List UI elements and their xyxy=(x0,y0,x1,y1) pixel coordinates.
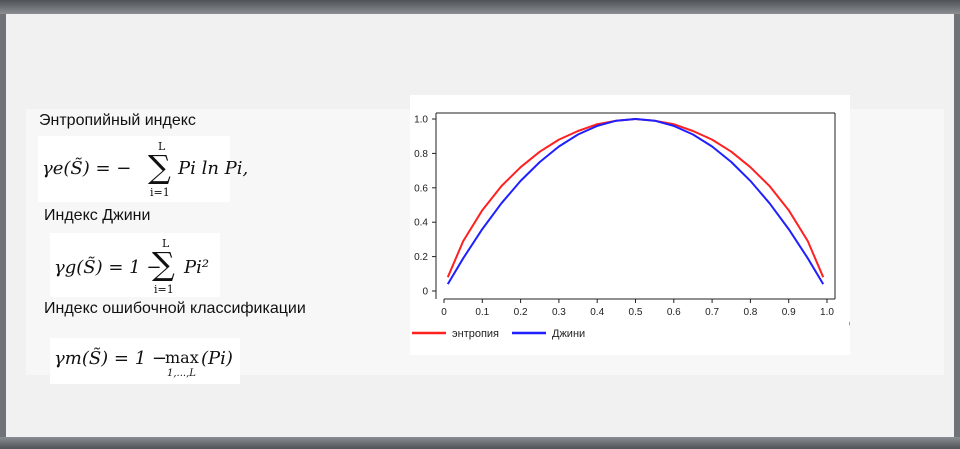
x-tick-label: 0 xyxy=(441,307,447,318)
y-tick-label: 0.4 xyxy=(414,218,428,229)
misclass-max-sub: 1,...,L xyxy=(167,368,196,379)
entropy-formula: γe(S̃) = − L ∑ i=1 Pi ln Pi, xyxy=(38,136,248,202)
misclassification-index-label: Индекс ошибочной классификации xyxy=(44,300,306,317)
x-tick-label: 0.8 xyxy=(743,307,757,318)
chart-svg: 0 0.1 0.2 0.3 0.4 0.5 0.6 0.7 0.8 0.9 1.0 0 0.2 0.4 0… xyxy=(412,112,860,340)
x-tick-label: 0.5 xyxy=(629,307,643,318)
x-tick-label: 0.2 xyxy=(514,307,528,318)
x-tick-label: 1.0 xyxy=(820,307,834,318)
misclass-formula-term: (Pi) xyxy=(201,348,233,369)
gini-index-label: Индекс Джини xyxy=(44,207,151,224)
misclassification-formula: γm(S̃) = 1 − max 1,...,L (Pi) xyxy=(50,338,240,384)
legend-label: Джини xyxy=(552,328,585,340)
x-tick-label: 0.6 xyxy=(667,307,681,318)
legend-label: энтропия xyxy=(452,328,499,340)
entropy-sum-sign: ∑ xyxy=(148,148,171,186)
gini-sum-top: L xyxy=(162,237,170,250)
series-line-entropy xyxy=(446,118,825,278)
entropy-sum-top: L xyxy=(158,140,166,153)
window-frame-top xyxy=(0,0,960,14)
y-tick-label: 0.6 xyxy=(414,183,428,194)
x-tick-label: 0.4 xyxy=(590,307,604,318)
impurity-chart: 0 0.1 0.2 0.3 0.4 0.5 0.6 0.7 0.8 0.9 1.0 0 0.2 0.4 0… xyxy=(410,95,860,355)
gini-sum-bottom: i=1 xyxy=(154,283,174,296)
gini-formula-lhs: γg(S̃) = 1 − xyxy=(54,257,162,278)
y-tick-label: 0 xyxy=(422,287,428,298)
x-tick-label: 0.7 xyxy=(705,307,719,318)
gini-formula: γg(S̃) = 1 − L ∑ i=1 Pi² xyxy=(50,233,220,297)
gini-formula-term: Pi² xyxy=(184,257,210,278)
y-tick-label: 0.8 xyxy=(414,149,428,160)
misclass-formula-lhs: γm(S̃) = 1 − xyxy=(54,348,167,369)
gini-sum-sign: ∑ xyxy=(152,245,175,283)
entropy-formula-lhs: γe(S̃) = − xyxy=(42,158,132,179)
series-line-gini xyxy=(446,118,825,285)
y-tick-label: 1.0 xyxy=(414,115,428,126)
window-frame-bottom xyxy=(0,437,960,449)
entropy-formula-term: Pi ln Pi, xyxy=(178,158,249,179)
x-tick-label: 0.3 xyxy=(552,307,566,318)
misclass-max: max xyxy=(165,348,199,367)
x-axis-label: q xyxy=(849,312,850,331)
y-tick-label: 0.2 xyxy=(414,252,428,263)
x-tick-label: 0.9 xyxy=(782,307,796,318)
x-tick-label: 0.1 xyxy=(475,307,489,318)
entropy-sum-bottom: i=1 xyxy=(150,186,170,199)
entropy-index-label: Энтропийный индекс xyxy=(39,112,196,129)
